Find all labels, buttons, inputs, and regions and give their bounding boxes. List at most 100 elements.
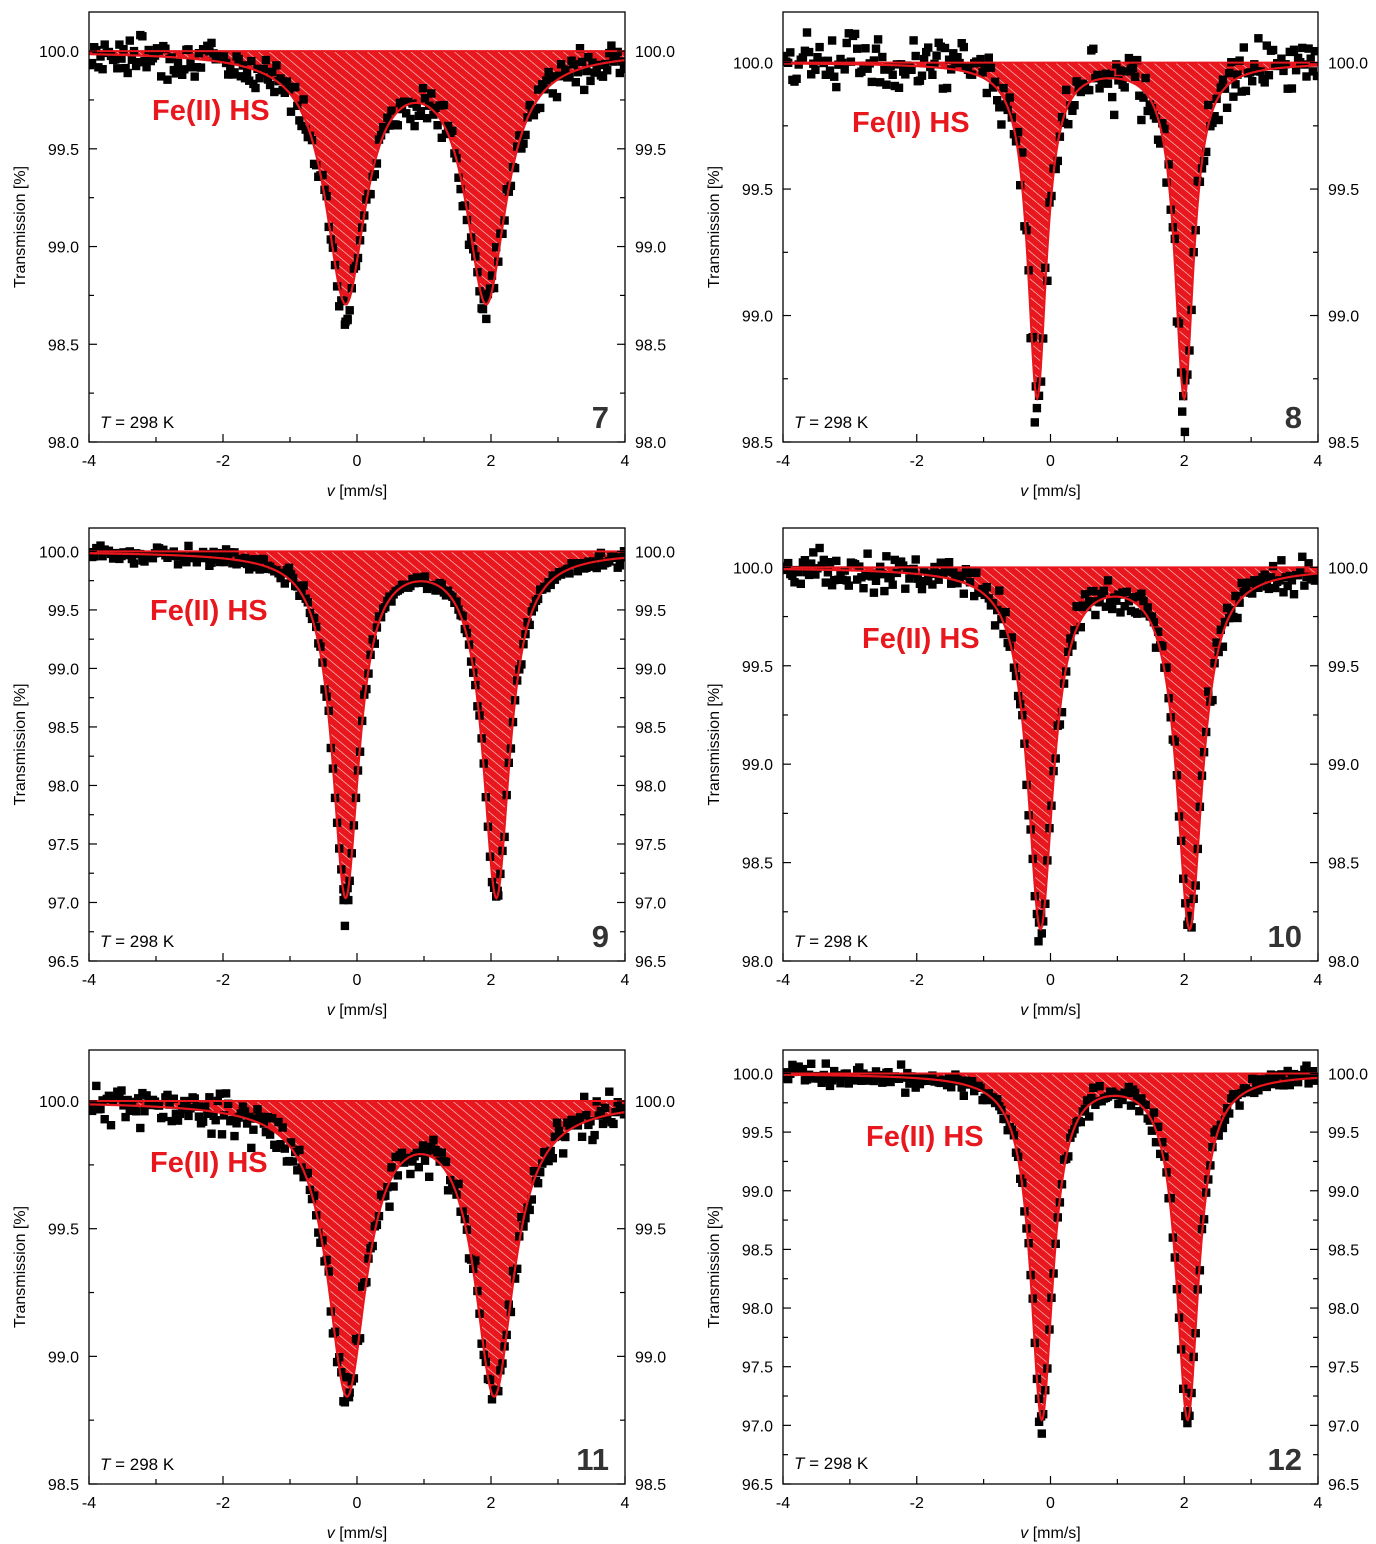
data-point (240, 553, 250, 563)
fit-curve (89, 53, 625, 306)
data-point (121, 1112, 130, 1122)
y-tick-label: 99.0 (742, 1184, 773, 1201)
temperature-label: T = 298 K (794, 932, 869, 951)
data-point (1024, 811, 1033, 820)
data-point (1266, 573, 1276, 582)
data-point (951, 1070, 960, 1079)
data-point (1095, 598, 1104, 607)
data-point (1089, 1083, 1098, 1092)
data-point (280, 579, 289, 588)
data-point (947, 1083, 956, 1092)
data-point (148, 554, 158, 563)
y-tick-label: 99.5 (48, 142, 79, 159)
data-point (1287, 576, 1297, 585)
data-point (326, 1307, 335, 1316)
data-point (605, 1087, 614, 1096)
data-point (1287, 84, 1297, 93)
data-point (1162, 178, 1171, 187)
data-point (550, 1132, 560, 1142)
data-point (247, 56, 256, 66)
data-point (1057, 112, 1067, 122)
data-point (1114, 590, 1123, 599)
data-point (546, 580, 555, 590)
data-point (878, 570, 887, 579)
data-point (959, 1091, 968, 1100)
data-point (886, 572, 895, 581)
data-point (863, 64, 872, 73)
data-point (108, 554, 118, 563)
data-point (915, 579, 925, 588)
data-point (1120, 83, 1129, 92)
right-tick-label: 99.5 (635, 142, 666, 159)
data-point (154, 1101, 164, 1110)
data-point (253, 561, 262, 570)
data-point (422, 1148, 432, 1157)
panel-11: -4 -2 0 2 4 v [mm/s] 98.5 99.0 99.5 100.0 98.5 99.0… (12, 1049, 675, 1542)
data-point (98, 552, 107, 561)
data-point (1036, 910, 1046, 919)
data-point (536, 103, 545, 113)
data-point (798, 1064, 808, 1074)
x-tick-label: -2 (216, 972, 230, 989)
x-axis-title: v [mm/s] (1020, 1002, 1080, 1019)
data-point (976, 1083, 985, 1092)
data-point (437, 580, 446, 589)
data-point (1013, 691, 1023, 701)
data-point (263, 75, 273, 84)
y-tick-label: 98.0 (742, 1301, 773, 1318)
data-point (1283, 1066, 1292, 1076)
data-point (1306, 54, 1315, 63)
data-point (800, 556, 810, 565)
data-point (261, 55, 271, 65)
data-point (615, 561, 624, 570)
data-point (840, 65, 849, 74)
data-point (184, 45, 193, 54)
right-tick-label: 98.5 (1328, 856, 1359, 873)
data-point (1271, 583, 1280, 593)
data-point (282, 77, 292, 86)
data-point (1162, 663, 1171, 672)
data-point (443, 1186, 453, 1195)
y-tick-label: 97.5 (742, 1360, 773, 1377)
data-point (1199, 156, 1209, 166)
data-point (429, 110, 438, 119)
data-point (414, 1163, 423, 1172)
data-point (142, 63, 151, 72)
right-tick-label: 98.5 (635, 1477, 666, 1494)
data-point (859, 584, 868, 593)
x-axis: -4 -2 0 2 4 v [mm/s] (82, 953, 630, 1019)
data-point (150, 549, 160, 558)
x-tick-label: -4 (776, 972, 790, 989)
data-point (1147, 612, 1157, 621)
data-point (184, 541, 193, 551)
data-point (121, 63, 130, 73)
data-point (500, 216, 509, 225)
x-axis: -4 -2 0 2 4 v [mm/s] (776, 434, 1323, 500)
data-point (253, 64, 262, 74)
data-point (1300, 60, 1309, 69)
data-point (1208, 1142, 1217, 1152)
data-point (420, 1156, 430, 1165)
data-point (569, 60, 578, 69)
data-point (344, 895, 353, 905)
data-point (1133, 55, 1142, 65)
y-tick-label: 99.0 (742, 757, 773, 774)
data-point (161, 44, 170, 53)
y-tick-label: 98.5 (742, 435, 773, 452)
data-point (136, 1123, 145, 1133)
data-point (89, 58, 97, 68)
data-point (896, 1060, 906, 1069)
data-point (462, 215, 472, 225)
data-point (1183, 1418, 1192, 1428)
x-tick-label: 2 (1180, 1495, 1189, 1512)
data-point (999, 83, 1008, 93)
data-point (972, 568, 981, 577)
data-point (242, 559, 252, 569)
data-point (928, 70, 937, 79)
data-point (807, 1059, 816, 1068)
data-point (565, 569, 574, 578)
y-axis-title: Transmission [%] (706, 166, 723, 288)
y-tick-label: 99.0 (48, 1349, 79, 1366)
data-point (1178, 407, 1187, 416)
